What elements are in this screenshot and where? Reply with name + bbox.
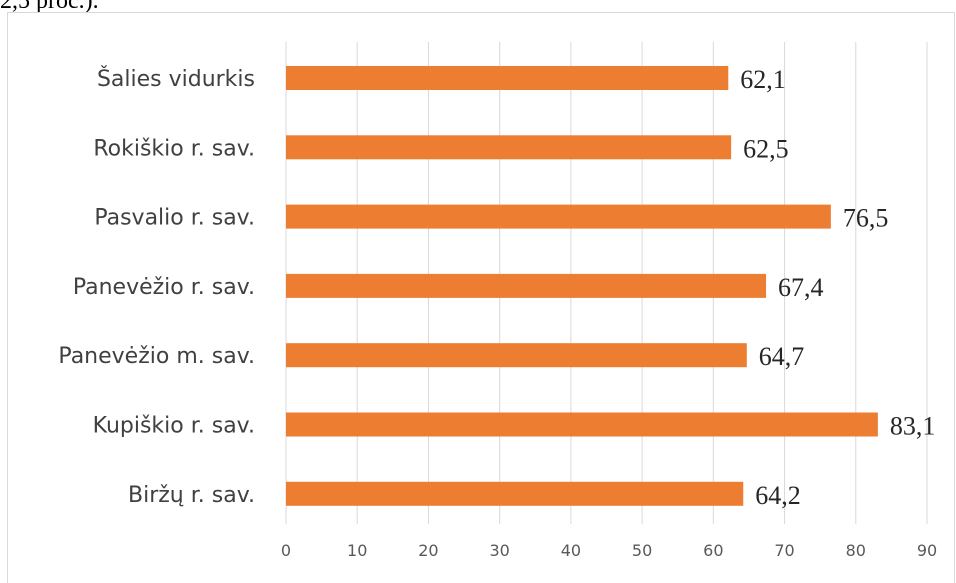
bars	[286, 66, 878, 506]
bar	[286, 412, 878, 437]
x-tick-label: 70	[774, 541, 794, 560]
x-tick-label: 10	[347, 541, 367, 560]
x-tick-label: 20	[418, 541, 438, 560]
bar	[286, 135, 732, 160]
x-tick-label: 60	[703, 541, 723, 560]
x-tick-label: 80	[846, 541, 866, 560]
category-label: Panevėžio r. sav.	[73, 275, 255, 300]
category-label: Biržų r. sav.	[128, 483, 255, 508]
data-label: 83,1	[890, 412, 936, 441]
bar	[286, 273, 767, 298]
chart-area	[7, 12, 955, 583]
x-axis-tick-labels: 0 10 20 30 40 50 60 70 80 90	[281, 541, 937, 560]
category-label: Kupiškio r. sav.	[93, 414, 255, 439]
data-labels: 62,1 62,5 76,5 67,4 64,7 83,1 64,2	[740, 65, 935, 510]
data-label: 64,2	[755, 481, 801, 510]
category-label: Rokiškio r. sav.	[93, 136, 255, 161]
bar	[286, 481, 744, 506]
bar	[286, 66, 729, 90]
category-label: Šalies vidurkis	[97, 66, 255, 92]
data-label: 62,5	[743, 134, 789, 163]
x-tick-label: 50	[632, 541, 652, 560]
x-tick-label: 30	[489, 541, 509, 560]
data-label: 76,5	[843, 204, 889, 233]
category-label: Panevėžio m. sav.	[58, 344, 255, 369]
bar	[286, 204, 831, 229]
preceding-text-fragment: 2,5 proc.).	[0, 0, 99, 14]
data-label: 62,1	[740, 65, 786, 94]
x-tick-label: 40	[561, 541, 581, 560]
x-tick-label: 90	[917, 541, 937, 560]
category-label: Pasvalio r. sav.	[94, 206, 255, 231]
x-tick-label: 0	[281, 541, 291, 560]
data-label: 67,4	[778, 273, 824, 302]
category-labels: Šalies vidurkis Rokiškio r. sav. Pasvalio …	[58, 66, 255, 508]
data-label: 64,7	[759, 342, 805, 371]
bar	[286, 343, 747, 368]
